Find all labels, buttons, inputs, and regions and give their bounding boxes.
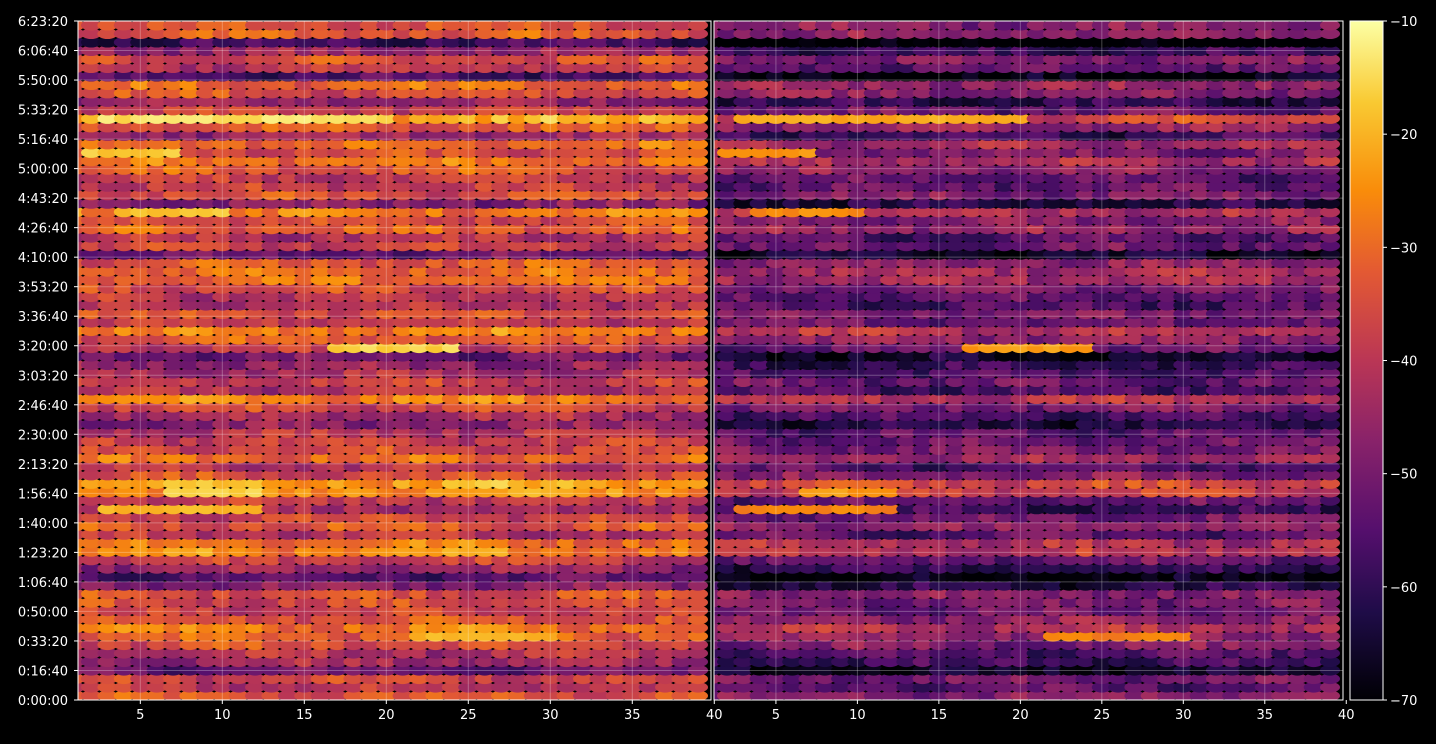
x-tick-label: 15 (296, 708, 313, 723)
x-tick-label: 40 (706, 708, 723, 723)
x-tick-label: 30 (542, 708, 559, 723)
spectrogram-panel-2 (701, 20, 1343, 701)
x-tick-label: 35 (624, 708, 641, 723)
x-tick-label: 20 (378, 708, 395, 723)
x-tick-label: 10 (214, 708, 231, 723)
x-tick-label: 25 (460, 708, 477, 723)
x-tick-label: 5 (136, 708, 144, 723)
spectrogram-panel-1 (65, 20, 711, 701)
